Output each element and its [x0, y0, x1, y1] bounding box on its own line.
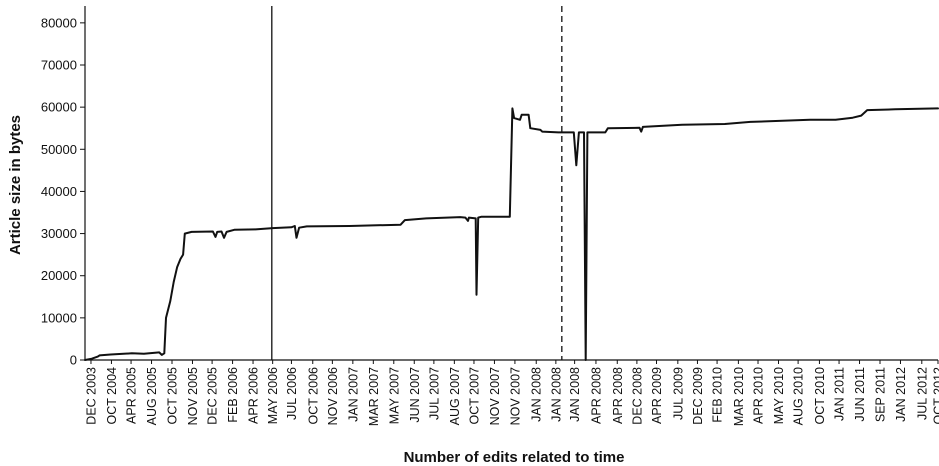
x-tick-label: OCT 2010 [813, 367, 827, 424]
x-tick-label: OCT 2006 [306, 367, 320, 424]
y-tick-label: 40000 [41, 184, 77, 199]
x-tick-label: APR 2006 [247, 367, 261, 424]
x-tick-label: AUG 2010 [792, 367, 806, 425]
x-tick-label: MAY 2007 [387, 367, 401, 424]
x-tick-label: FEB 2010 [711, 367, 725, 423]
series-line [84, 107, 939, 361]
y-tick-label: 10000 [41, 310, 77, 325]
x-tick-label: JAN 2008 [530, 367, 544, 422]
x-tick-label: SEP 2011 [873, 367, 887, 422]
x-tick-label: OCT 2012 [932, 367, 939, 424]
x-tick-label: FEB 2006 [226, 367, 240, 423]
x-tick-label: JUN 2007 [408, 367, 422, 423]
x-tick-label: OCT 2004 [105, 367, 119, 424]
x-tick-label: OCT 2007 [467, 367, 481, 424]
x-tick-label: JUL 2012 [915, 367, 929, 420]
x-tick-label: DEC 2005 [206, 367, 220, 425]
x-tick-label: DEC 2009 [691, 367, 705, 425]
x-tick-label: JUN 2011 [853, 367, 867, 422]
x-tick-label: JAN 2012 [894, 367, 908, 422]
series-group [84, 107, 939, 361]
x-tick-label: APR 2010 [752, 367, 766, 424]
y-tick-label: 80000 [41, 15, 77, 30]
x-axis-title: Number of edits related to time [404, 449, 625, 466]
x-tick-label: APR 2009 [650, 367, 664, 424]
x-tick-label: OCT 2005 [166, 367, 180, 424]
x-tick-label: DEC 2003 [84, 367, 98, 425]
x-tick-label: NOV 2005 [186, 367, 200, 425]
x-tick-label: MAY 2010 [772, 367, 786, 424]
y-tick-label: 20000 [41, 268, 77, 283]
x-tick-label: NOV 2006 [326, 367, 340, 425]
x-tick-label: APR 2005 [125, 367, 139, 424]
x-tick-label: JAN 2008 [549, 367, 563, 422]
x-tick-label: AUG 2007 [448, 367, 462, 425]
x-tick-label: NOV 2007 [508, 367, 522, 425]
y-tick-label: 70000 [41, 58, 77, 73]
vertical-markers [271, 6, 563, 360]
x-tick-label: MAR 2007 [367, 367, 381, 426]
y-axis-title: Article size in bytes [7, 115, 24, 255]
x-tick-label: APR 2008 [611, 367, 625, 424]
x-tick-label: JAN 2008 [568, 367, 582, 422]
x-ticks: DEC 2003 OCT 2004 APR 2005 AUG 2005 OCT 2005… [84, 360, 939, 426]
x-tick-label: APR 2008 [589, 367, 603, 424]
x-tick-label: DEC 2008 [630, 367, 644, 425]
x-tick-label: JAN 2011 [833, 367, 847, 421]
x-tick-label: MAY 2006 [266, 367, 280, 424]
x-tick-label: JUL 2006 [285, 367, 299, 420]
y-tick-label: 50000 [41, 142, 77, 157]
x-tick-label: MAR 2010 [732, 367, 746, 426]
x-tick-label: JUL 2009 [671, 367, 685, 420]
x-tick-label: JUL 2007 [427, 367, 441, 420]
y-ticks: 0 10000 20000 30000 40000 50000 60000 70000 8000… [41, 15, 85, 368]
x-tick-label: AUG 2005 [145, 367, 159, 425]
y-tick-label: 30000 [41, 226, 77, 241]
y-tick-label: 0 [70, 353, 77, 368]
y-tick-label: 60000 [41, 100, 77, 115]
x-tick-label: JAN 2007 [346, 367, 360, 422]
x-tick-label: NOV 2007 [488, 367, 502, 425]
